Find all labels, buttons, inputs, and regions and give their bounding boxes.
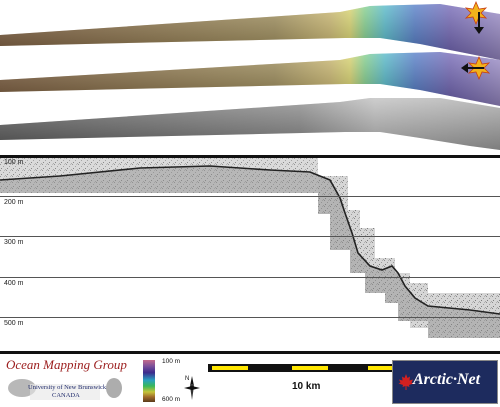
depth-label-400: 400 m: [4, 280, 24, 287]
maple-leaf-icon: [398, 374, 414, 390]
panel-divider: [0, 155, 500, 158]
north-arrow-icon: [184, 376, 200, 400]
depth-colorbar: [143, 360, 155, 402]
scale-bar: [208, 364, 408, 372]
north-label: N: [185, 376, 190, 382]
depth-gridline: [0, 317, 500, 318]
colorbar-max-label: 600 m: [162, 396, 181, 403]
depth-label-100: 100 m: [4, 159, 24, 166]
depth-label-500: 500 m: [4, 320, 24, 327]
omg-title: Ocean Mapping Group: [6, 357, 127, 372]
colorbar-min-label: 100 m: [162, 358, 181, 365]
depth-label-300: 300 m: [4, 239, 24, 246]
seafloor-trace: [0, 165, 500, 315]
depth-gridline: [0, 196, 500, 197]
depth-label-200: 200 m: [4, 199, 24, 206]
scale-bar-label: 10 km: [292, 381, 321, 392]
ocean-mapping-group-logo: Ocean Mapping Group University of New Br…: [0, 354, 132, 407]
panel-divider: [0, 351, 500, 354]
perspective-strips: [0, 0, 500, 150]
country-name: CANADA: [52, 392, 80, 399]
university-name: University of New Brunswick: [28, 384, 107, 391]
arcticnet-logo: Arctic·Net: [392, 360, 498, 404]
depth-gridline: [0, 277, 500, 278]
profile-image: [0, 158, 500, 338]
depth-profile-panel: 100 m 200 m 300 m 400 m 500 m: [0, 158, 500, 351]
perspective-views-panel: [0, 0, 500, 155]
depth-gridline: [0, 236, 500, 237]
sun-arrow-down-icon: [464, 0, 488, 34]
sun-arrow-left-icon: [461, 55, 491, 81]
arcticnet-wordmark: Arctic·Net: [413, 371, 481, 388]
